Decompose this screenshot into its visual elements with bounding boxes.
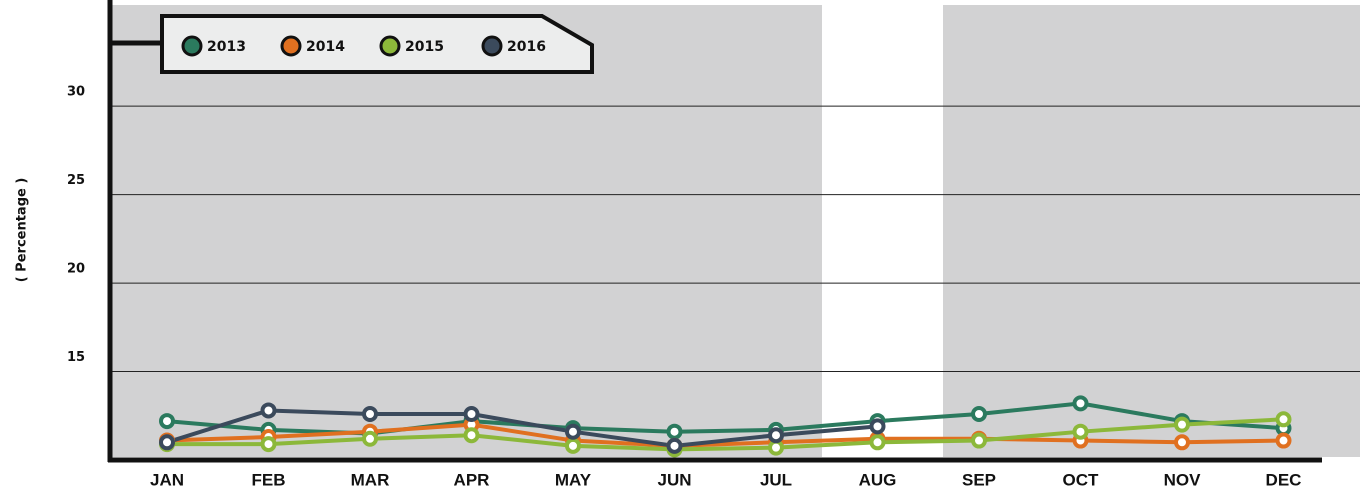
legend-label: 2014 — [306, 39, 345, 55]
legend-marker — [481, 35, 503, 57]
data-point — [869, 434, 886, 451]
legend-marker — [379, 35, 401, 57]
legend-box — [160, 14, 594, 74]
x-tick-label: APR — [454, 470, 490, 489]
legend-marker — [181, 35, 203, 57]
data-point — [1275, 432, 1292, 449]
data-point — [260, 402, 277, 419]
background-band — [943, 5, 1360, 457]
data-point — [1275, 411, 1292, 428]
x-tick-label: JAN — [150, 470, 184, 489]
data-point — [159, 434, 175, 451]
x-tick-label: NOV — [1164, 470, 1202, 489]
y-tick-label: 15 — [67, 350, 85, 365]
x-tick-label: AUG — [859, 470, 897, 489]
data-point — [463, 406, 480, 422]
series-line — [167, 417, 1284, 452]
x-tick-label: JUL — [760, 470, 792, 489]
data-point — [869, 418, 886, 435]
data-point — [1072, 395, 1089, 412]
data-point — [463, 427, 480, 444]
series-line — [166, 408, 878, 448]
data-point — [666, 437, 683, 454]
x-tick-label: OCT — [1063, 470, 1100, 489]
data-point — [971, 432, 987, 449]
data-point — [768, 427, 784, 444]
x-tick-label: MAR — [351, 470, 390, 489]
series-line — [166, 422, 1284, 448]
data-point — [768, 439, 784, 456]
data-point — [159, 413, 175, 430]
background-band — [112, 5, 822, 457]
data-point — [362, 430, 378, 447]
data-point — [1174, 416, 1190, 433]
x-tick-label: FEB — [252, 470, 286, 489]
legend-label: 2015 — [405, 39, 444, 55]
legend-label: 2013 — [207, 39, 246, 55]
data-point — [565, 423, 581, 440]
data-point — [971, 406, 987, 422]
legend-label: 2016 — [507, 39, 546, 55]
x-tick-label: MAY — [555, 470, 592, 489]
data-point — [362, 406, 378, 422]
data-point — [1174, 434, 1190, 451]
legend-marker — [280, 35, 302, 57]
data-point — [666, 423, 683, 440]
y-tick-label: 25 — [67, 173, 85, 188]
grid: 15 20 25 30 — [67, 85, 1360, 373]
y-tick-label: 30 — [67, 85, 85, 100]
x-tick-label: SEP — [962, 470, 996, 489]
x-tick-label: DEC — [1266, 470, 1302, 489]
data-point — [1072, 423, 1089, 440]
data-point — [260, 436, 277, 453]
y-axis-label: ( Percentage ) — [15, 178, 30, 283]
plot — [159, 395, 1292, 458]
data-point — [565, 437, 581, 454]
legend: 2013 2014 2015 2016 — [181, 35, 546, 57]
y-tick-label: 20 — [67, 262, 85, 277]
x-tick-label: JUN — [657, 470, 691, 489]
